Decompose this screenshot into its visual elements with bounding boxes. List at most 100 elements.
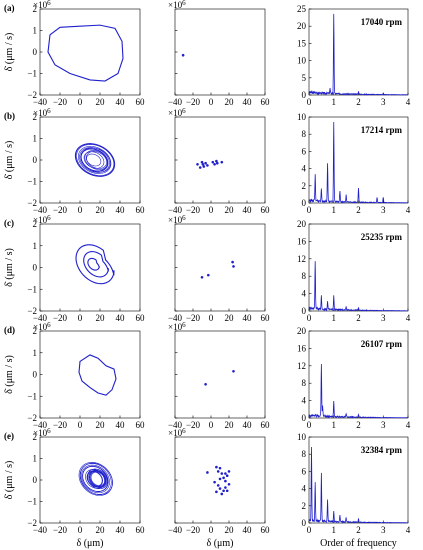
x-tick-label: −20 <box>186 420 201 430</box>
y-tick-label: 1 <box>33 241 38 251</box>
y-tick-label: −1 <box>27 177 37 187</box>
row-label: (c) <box>4 218 14 228</box>
phase-orbit-line <box>85 151 107 169</box>
y-tick-label: 0 <box>33 475 38 485</box>
spectrum-line <box>308 121 409 204</box>
phase-orbit-line <box>82 466 109 492</box>
poincare-point <box>225 489 229 493</box>
y-tick-label: 4 <box>302 396 307 406</box>
x-tick-label: 3 <box>381 313 386 323</box>
x-tick-label: 4 <box>406 525 411 535</box>
x-tick-label: 40 <box>243 313 253 323</box>
x-tick-label: 20 <box>225 313 235 323</box>
poincare-point <box>216 161 219 165</box>
y-tick-label: 0 <box>33 47 38 57</box>
x-tick-label: 3 <box>381 420 386 430</box>
y-tick-label: −1 <box>27 284 37 294</box>
y-exponent: ×106 <box>33 321 51 332</box>
y-exponent: ×106 <box>168 321 186 332</box>
y-tick-label: 12 <box>297 361 306 371</box>
x-tick-label: 20 <box>96 205 106 215</box>
x-tick-label: 20 <box>96 97 106 107</box>
x-tick-label: 40 <box>116 525 126 535</box>
y-tick-label: 0 <box>302 90 307 100</box>
phase-orbit-line <box>83 251 109 278</box>
poincare-point <box>198 166 202 169</box>
phase-orbit-line <box>81 464 110 494</box>
y-tick-label: 25 <box>297 4 307 14</box>
y-axis-label: δ̇ (μm / s) <box>4 461 15 500</box>
y-tick-label: 2 <box>33 432 38 442</box>
poincare-point <box>202 165 206 168</box>
x-tick-label: 3 <box>381 97 386 107</box>
y-tick-label: 4 <box>302 289 307 299</box>
x-tick-label: 0 <box>78 205 83 215</box>
y-tick-label: −1 <box>27 69 37 79</box>
x-tick-label: 0 <box>209 313 214 323</box>
poincare-point <box>227 470 231 473</box>
x-tick-label: 20 <box>225 97 235 107</box>
x-tick-label: 40 <box>116 313 126 323</box>
poincare-point <box>204 382 207 386</box>
poincare-point <box>216 470 220 473</box>
x-axis-label: δ (μm) <box>76 538 103 549</box>
poincare-point <box>218 487 222 490</box>
poincare-point <box>220 492 224 496</box>
spectrum-line <box>308 447 409 524</box>
x-tick-label: −20 <box>186 97 201 107</box>
y-tick-label: 0 <box>33 155 38 165</box>
y-exponent: ×106 <box>33 107 51 118</box>
x-axis-label: δ (μm) <box>206 538 233 549</box>
y-tick-label: −2 <box>27 198 37 208</box>
x-tick-label: 0 <box>78 525 83 535</box>
y-exponent: ×106 <box>33 0 51 10</box>
x-tick-label: 60 <box>261 97 271 107</box>
phase-orbit-line <box>78 146 112 174</box>
x-tick-label: 4 <box>406 420 411 430</box>
y-tick-label: 20 <box>297 326 307 336</box>
x-tick-label: 3 <box>381 205 386 215</box>
x-axis-label: Order of frequency <box>320 538 397 549</box>
rpm-label: 26107 rpm <box>361 339 403 349</box>
y-tick-label: 0 <box>302 413 307 423</box>
x-tick-label: −20 <box>53 525 68 535</box>
y-tick-label: 1 <box>33 348 38 358</box>
poincare-point <box>220 472 224 475</box>
y-tick-label: 2 <box>33 4 38 14</box>
x-tick-label: 40 <box>116 97 126 107</box>
rpm-label: 17040 rpm <box>361 17 403 27</box>
x-tick-label: −40 <box>33 525 48 535</box>
x-tick-label: 2 <box>356 97 361 107</box>
y-exponent-power: 6 <box>47 107 51 115</box>
y-tick-label: 16 <box>297 343 307 353</box>
poincare-point <box>204 161 207 165</box>
y-axis-label: δ̇ (μm / s) <box>4 248 15 287</box>
poincare-point <box>232 265 235 268</box>
y-tick-label: 4 <box>302 164 307 174</box>
x-tick-label: 20 <box>225 525 235 535</box>
x-tick-label: −20 <box>53 313 68 323</box>
x-tick-label: 20 <box>96 313 106 323</box>
y-tick-label: 15 <box>297 38 307 48</box>
y-tick-label: 0 <box>33 263 38 273</box>
x-tick-label: 0 <box>209 420 214 430</box>
y-tick-label: 0 <box>302 306 307 316</box>
y-exponent: ×106 <box>168 427 186 438</box>
x-tick-label: 0 <box>78 420 83 430</box>
y-tick-label: 10 <box>297 432 307 442</box>
y-exponent-power: 6 <box>47 427 51 435</box>
phase-orbit-line <box>78 354 117 396</box>
x-tick-label: 0 <box>307 97 312 107</box>
x-tick-label: 0 <box>78 313 83 323</box>
x-tick-label: 0 <box>307 313 312 323</box>
x-tick-label: 60 <box>136 313 146 323</box>
x-tick-label: −40 <box>33 313 48 323</box>
x-tick-label: 40 <box>116 420 126 430</box>
poincare-point <box>232 369 235 373</box>
panel-frame <box>174 116 266 204</box>
y-axis-label: δ̇ (μm / s) <box>4 355 15 394</box>
rpm-label: 32384 rpm <box>361 445 403 455</box>
x-tick-label: −20 <box>53 97 68 107</box>
phase-orbit-line <box>80 148 109 172</box>
